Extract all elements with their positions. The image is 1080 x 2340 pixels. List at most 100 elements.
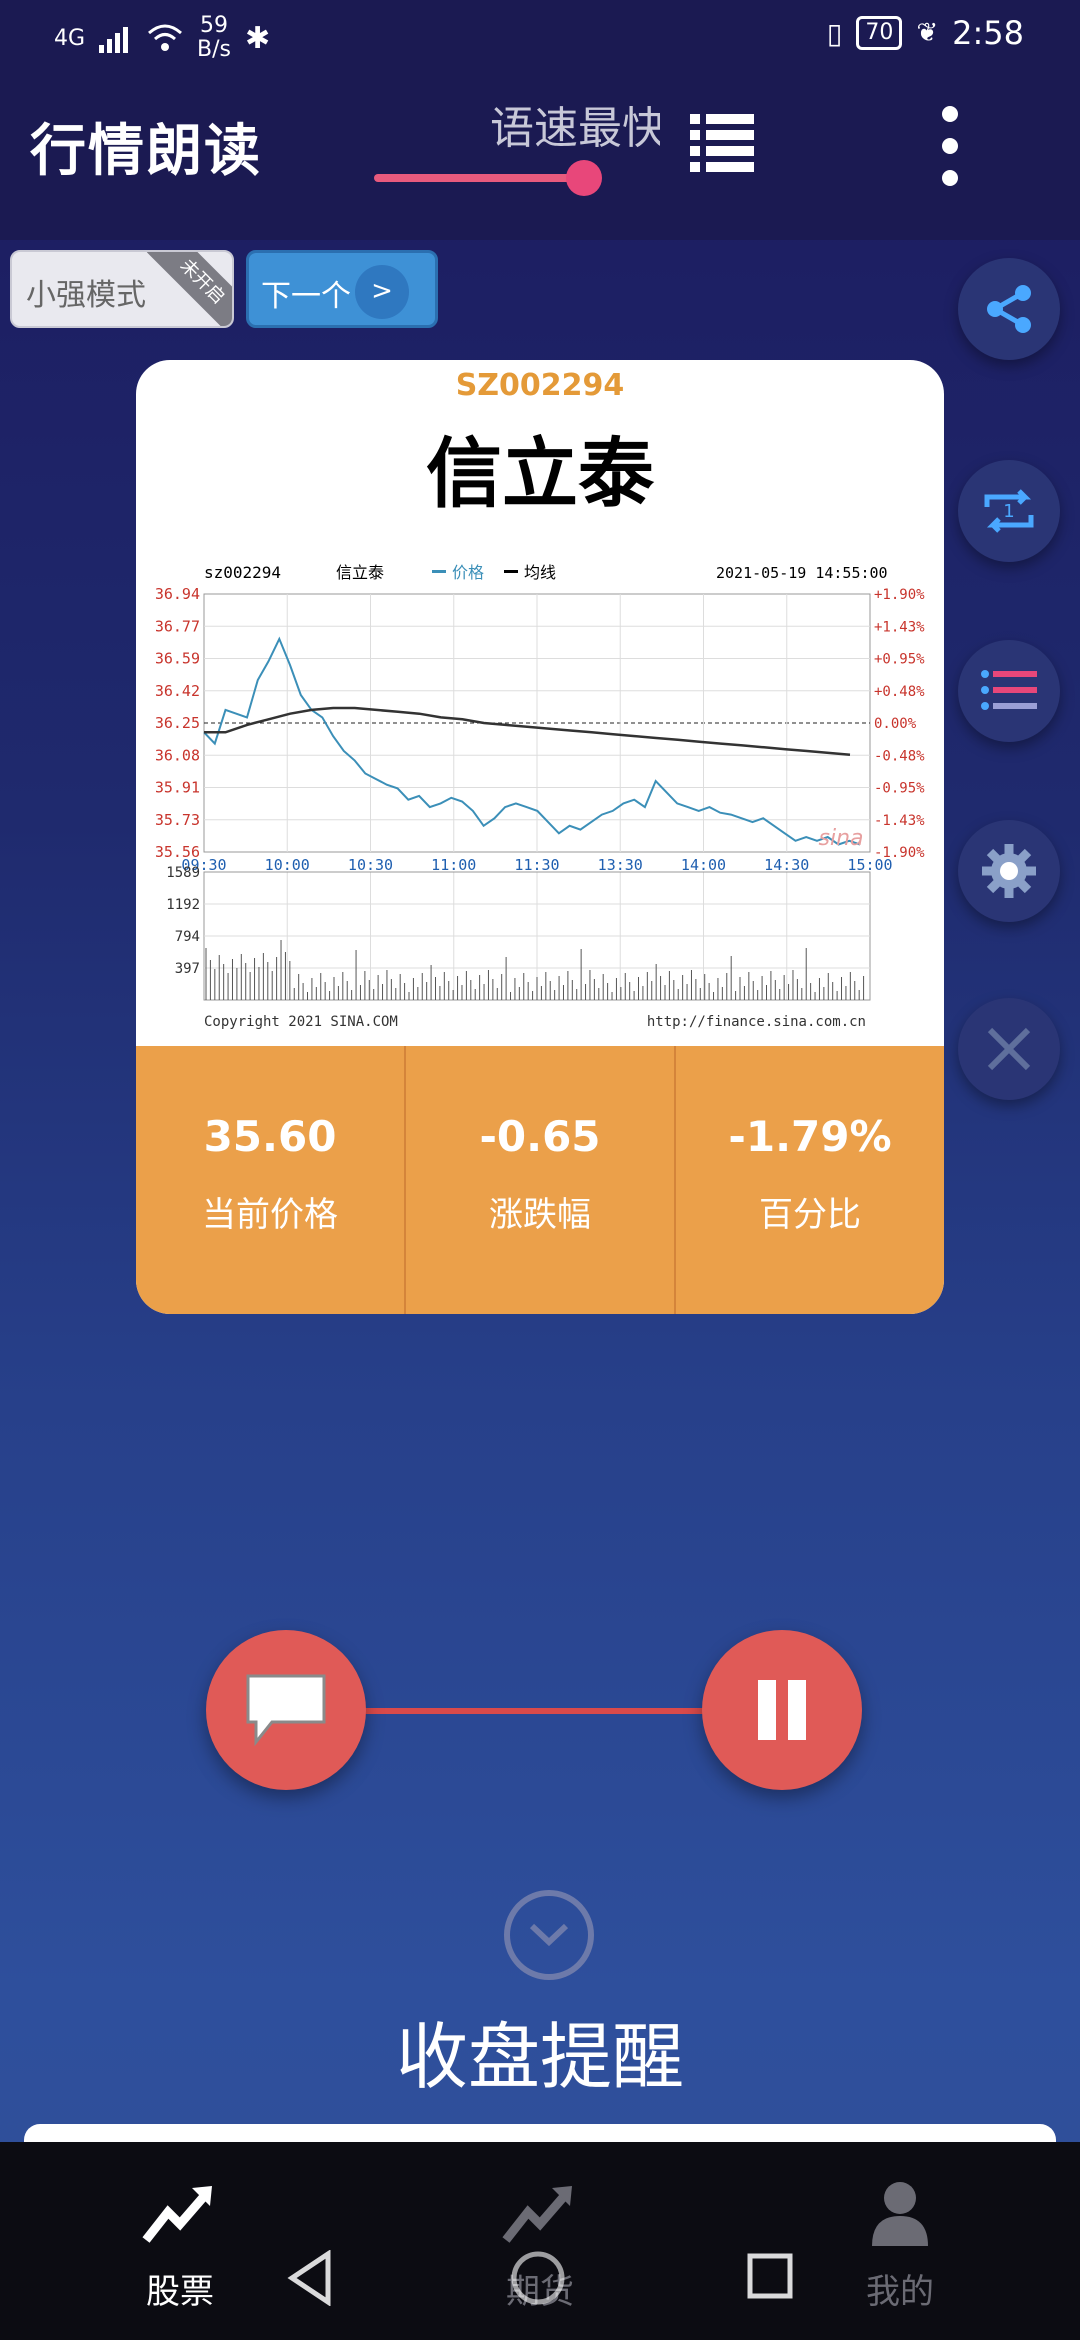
legend-avg-swatch [504,570,518,573]
tab-stocks[interactable]: 股票 [90,2180,270,2313]
tab-label: 我的 [866,2272,934,2312]
stat-change: -0.65 涨跌幅 [406,1046,676,1314]
share-button[interactable] [958,258,1060,360]
chat-button[interactable] [206,1630,366,1790]
y-tick-right: 0.00% [874,716,917,732]
stock-trend-icon [142,2186,212,2243]
playlist-icon [981,670,1037,710]
speed-label: 语速最快 [490,103,660,154]
stat-current-price: 35.60 当前价格 [136,1046,406,1314]
x-tick: 10:00 [265,856,310,874]
y-tick-left: 36.25 [156,714,200,732]
stat-percent: -1.79% 百分比 [676,1046,944,1314]
intraday-chart: sz002294 信立泰 价格 均线 2021-05-19 14:55:00 3… [156,563,925,1030]
close-icon [987,1027,1031,1071]
stat-label: 当前价格 [202,1195,338,1235]
y-tick-right: -1.43% [874,813,925,829]
tab-mine[interactable]: 我的 [810,2180,990,2313]
net-speed: 59 B/s [197,14,231,62]
nav-home-icon[interactable] [510,2250,566,2306]
app-header [0,70,1080,240]
net-speed-unit: B/s [197,37,232,62]
xiaoqiang-mode-button[interactable]: 小强模式 未开启 [10,250,234,328]
speed-slider-track[interactable] [374,174,596,182]
bluetooth-icon: ✱ [245,20,271,56]
repeat-one-icon: 1 [984,489,1034,533]
clock: 2:58 [952,14,1024,52]
list-icon[interactable] [690,112,754,172]
playlist-button[interactable] [958,640,1060,742]
x-tick: 11:00 [431,856,476,874]
chevron-down-icon [529,1923,569,1947]
stat-value: 35.60 [203,1112,337,1161]
nav-recents-icon[interactable] [746,2250,796,2306]
settings-icon [982,844,1036,898]
settings-button[interactable] [958,820,1060,922]
chart-code-label: sz002294 [204,563,281,582]
volume-tick: 1192 [166,897,200,913]
stock-card: SZ002294 信立泰 sz002294 信立泰 价格 均线 2021-05-… [136,360,944,1314]
speed-slider-thumb[interactable] [566,160,602,196]
chart-copyright: Copyright 2021 SINA.COM [204,1014,398,1030]
legend-price-label: 价格 [452,563,484,582]
stat-label: 百分比 [759,1195,861,1235]
expand-down-button[interactable] [504,1890,594,1980]
battery-indicator: 70 [856,16,903,50]
close-button[interactable] [958,998,1060,1100]
y-tick-left: 35.73 [156,811,200,829]
svg-text:1: 1 [1003,501,1014,522]
pause-button[interactable] [702,1630,862,1790]
y-tick-left: 36.77 [156,617,200,635]
x-tick: 15:00 [847,856,892,874]
x-tick: 10:30 [348,856,393,874]
leaf-icon: ❦ [916,18,939,48]
volume-tick: 1589 [166,865,200,881]
stat-value: -0.65 [479,1112,601,1161]
repeat-one-button[interactable]: 1 [958,460,1060,562]
next-label: 下一个 [261,279,351,314]
tab-label: 股票 [146,2272,214,2312]
pause-icon [758,1680,806,1740]
legend-price-swatch [432,570,446,573]
x-tick: 14:30 [764,856,809,874]
next-arrow-icon: > [355,265,409,319]
y-tick-right: +0.95% [874,652,925,668]
stat-label: 涨跌幅 [489,1195,591,1235]
stock-name: 信立泰 [426,429,654,518]
net-speed-value: 59 [200,13,229,38]
stock-code: SZ002294 [455,368,625,403]
next-button[interactable]: 下一个 > [246,250,438,328]
chart-url: http://finance.sina.com.cn [647,1014,866,1030]
y-tick-right: +1.90% [874,587,925,603]
y-tick-right: -0.48% [874,748,925,764]
signal-icon [99,27,129,53]
y-tick-right: +1.43% [874,619,925,635]
mode-label: 小强模式 [26,278,146,313]
x-tick: 09:30 [181,856,226,874]
section-title: 收盘提醒 [395,2015,684,2099]
nav-back-icon[interactable] [286,2250,336,2306]
status-left: 4G 59 B/s ✱ [54,14,270,62]
volume-tick: 794 [175,929,200,945]
chart-timestamp: 2021-05-19 14:55:00 [716,564,888,582]
sina-watermark: sina [819,826,864,851]
stats-bar: 35.60 当前价格 -0.65 涨跌幅 -1.79% 百分比 [136,1046,944,1314]
mode-status-badge: 未开启 [146,252,232,326]
x-tick: 14:00 [681,856,726,874]
network-label: 4G [54,25,86,51]
y-tick-left: 35.56 [156,843,200,861]
price-series-line [203,636,861,846]
app-title: 行情朗读 [30,119,262,184]
y-tick-right: -0.95% [874,781,925,797]
bottom-sheet-edge [24,2124,1056,2144]
y-tick-left: 36.94 [156,585,200,603]
futures-trend-icon [502,2186,572,2243]
chat-bubble-icon [246,1674,326,1747]
x-tick: 13:30 [598,856,643,874]
legend-avg-label: 均线 [524,563,556,582]
user-icon [872,2182,928,2246]
volume-tick: 397 [175,961,200,977]
controls-connector [340,1708,740,1714]
more-vertical-icon[interactable] [930,104,970,188]
status-right: ▯ 70 ❦ 2:58 [827,14,1024,52]
